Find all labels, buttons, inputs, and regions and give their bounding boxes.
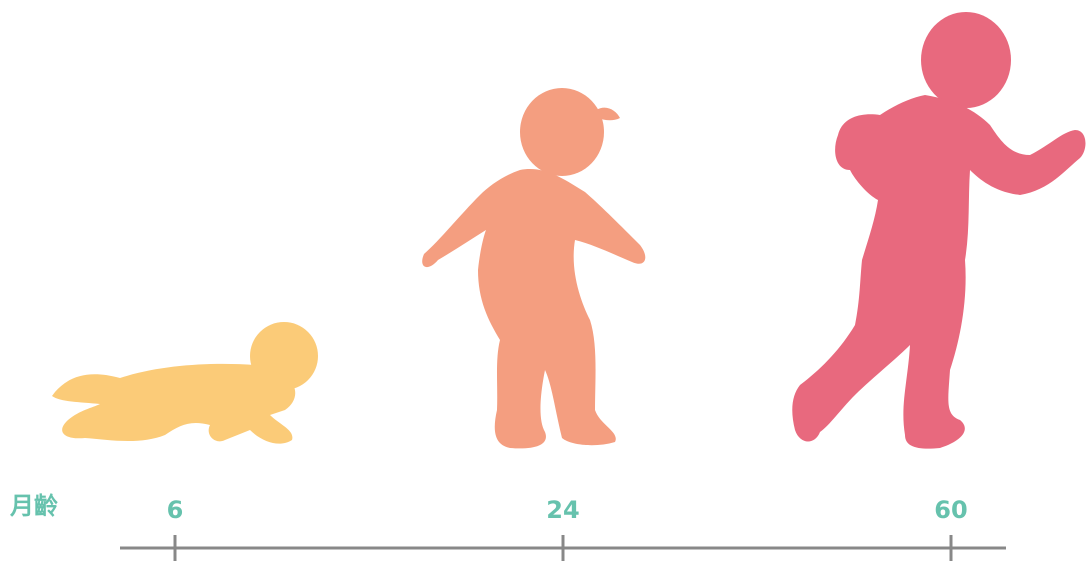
ticks: 6 24 60 [167, 496, 968, 561]
axis-label: 月齡 [9, 492, 58, 520]
tick-label: 24 [546, 496, 579, 524]
child-walking [792, 12, 1085, 449]
tick-label: 6 [167, 496, 184, 524]
toddler-standing [422, 88, 645, 448]
growth-diagram: 月齡 6 24 60 [0, 0, 1088, 562]
tick-label: 60 [934, 496, 967, 524]
baby-crawling [52, 322, 318, 444]
